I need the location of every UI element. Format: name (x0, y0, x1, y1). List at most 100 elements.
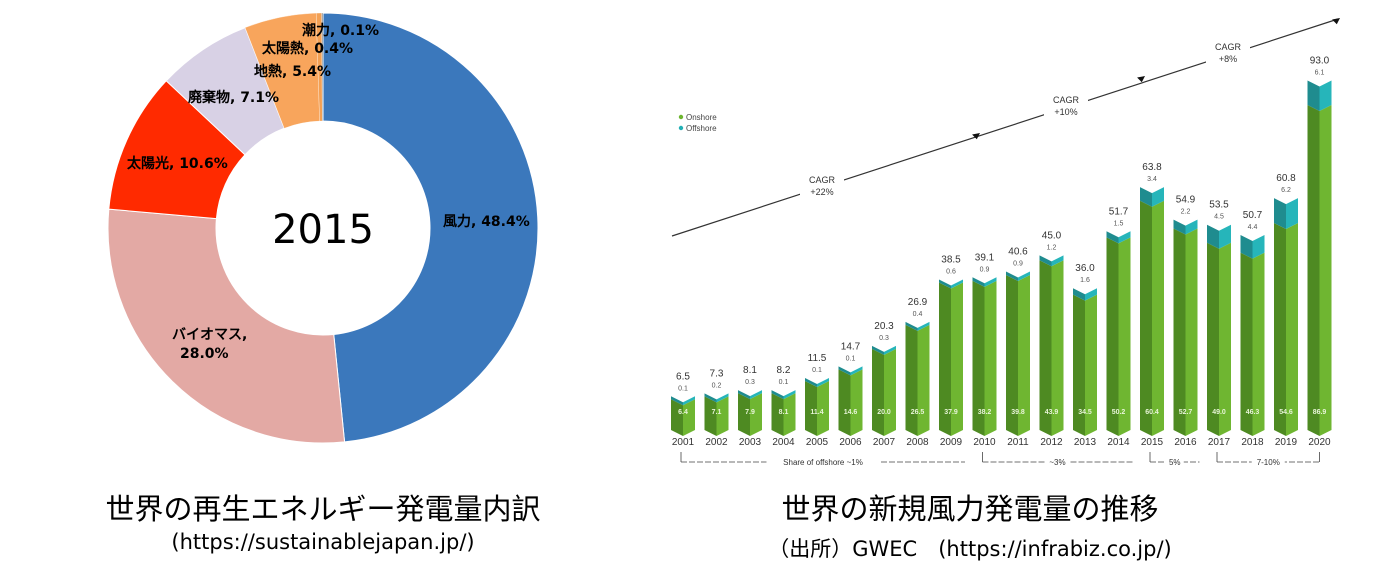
bar-onshore-right (750, 393, 762, 436)
bar-onshore-left (1140, 200, 1152, 436)
x-tick-label: 2007 (873, 437, 896, 448)
bar-2008 (905, 321, 930, 436)
bar-total-label: 54.9 (1176, 195, 1196, 206)
pie-source: (https://sustainablejapan.jp/) (171, 530, 475, 554)
x-tick-label: 2010 (973, 437, 996, 448)
bar-offshore-label: 0.1 (678, 385, 688, 392)
bar-2006 (838, 366, 863, 436)
share-label: 7-10% (1257, 458, 1280, 467)
x-tick-label: 2014 (1107, 437, 1130, 448)
pie-label-line2: 28.0% (180, 346, 229, 362)
bar-source: （出所）GWEC (https://infrabiz.co.jp/) (768, 537, 1172, 561)
bar-onshore-label: 46.3 (1246, 409, 1260, 416)
share-label-bg (1046, 456, 1069, 468)
bar-offshore-label: 6.2 (1281, 187, 1291, 194)
bar-offshore-right (884, 345, 896, 355)
x-tick-label: 2015 (1141, 437, 1164, 448)
share-label-bg (1251, 456, 1285, 468)
bar-onshore-label: 38.2 (978, 409, 992, 416)
bar-onshore-left (1006, 275, 1018, 436)
bar-offshore-right (1152, 187, 1164, 207)
bar-offshore-right (1051, 255, 1064, 267)
bar-offshore-left (704, 393, 717, 403)
cagr-label-bg (1206, 38, 1250, 68)
bar-caption: 世界の新規風力発電量の推移 (781, 492, 1159, 526)
bar-onshore-left (872, 348, 884, 436)
pie-slice-1 (107, 208, 346, 444)
bar-total-label: 45.0 (1042, 230, 1062, 241)
bar-onshore-right (1118, 237, 1131, 436)
x-tick-label: 2008 (906, 437, 929, 448)
cagr-label-bg (1044, 91, 1088, 121)
share-label-bg (1165, 456, 1184, 468)
bar-onshore-label: 37.9 (944, 409, 958, 416)
bar-offshore-left (972, 277, 985, 287)
bar-offshore-left (1240, 234, 1253, 259)
arrowhead-icon (972, 133, 980, 140)
bar-2016 (1173, 219, 1198, 436)
bar-offshore-right (683, 396, 695, 406)
bar-offshore-left (671, 396, 683, 406)
bar-offshore-left (1039, 255, 1052, 267)
bar-offshore-right (1085, 288, 1097, 301)
x-tick-label: 2020 (1308, 437, 1331, 448)
bar-onshore-label: 49.0 (1212, 409, 1226, 416)
bar-onshore-left (972, 280, 985, 436)
bar-offshore-label: 1.2 (1047, 244, 1057, 251)
pie-label: 風力, 48.4% (443, 213, 530, 230)
bar-2001 (671, 396, 695, 436)
bar-onshore-right (783, 393, 796, 436)
share-label: 5% (1169, 458, 1181, 467)
bar-total-label: 26.9 (908, 297, 928, 308)
bar-total-label: 53.5 (1209, 200, 1229, 211)
bar-offshore-right (1185, 219, 1198, 235)
bar-offshore-label: 0.2 (712, 382, 722, 389)
bar-onshore-left (905, 324, 918, 436)
bar-total-label: 40.6 (1008, 246, 1028, 257)
bar-offshore-right (716, 393, 729, 403)
bar-offshore-left (1140, 187, 1152, 207)
bar-2020 (1307, 80, 1332, 436)
bar-2004 (771, 390, 796, 436)
bar-total-label: 51.7 (1109, 206, 1129, 217)
bar-onshore-right (1219, 242, 1231, 436)
bar-onshore-label: 6.4 (678, 409, 688, 416)
bar-onshore-label: 7.9 (745, 409, 755, 416)
bar-2010 (972, 277, 997, 436)
bar-offshore-left (872, 345, 884, 355)
bar-2002 (704, 393, 729, 436)
bar-offshore-left (1106, 231, 1119, 244)
bar-onshore-label: 52.7 (1179, 409, 1193, 416)
bar-total-label: 50.7 (1243, 210, 1263, 221)
bar-onshore-right (884, 348, 896, 436)
bar-offshore-label: 6.1 (1315, 70, 1325, 77)
share-label: ~3% (1049, 458, 1065, 467)
pie-label: 潮力, 0.1% (302, 22, 379, 39)
bar-offshore-left (1173, 219, 1186, 235)
pie-label: 太陽光, 10.6% (127, 155, 228, 172)
bar-onshore-right (1018, 275, 1030, 436)
bar-offshore-left (1073, 288, 1085, 301)
bar-offshore-label: 3.4 (1147, 176, 1157, 183)
bar-total-label: 8.1 (743, 365, 757, 376)
bar-offshore-label: 0.3 (879, 335, 889, 342)
bar-offshore-right (1319, 80, 1332, 112)
bar-offshore-right (750, 390, 762, 400)
x-tick-label: 2012 (1040, 437, 1063, 448)
bar-total-label: 8.2 (777, 365, 791, 376)
bar-onshore-right (1252, 252, 1265, 436)
bar-offshore-left (1207, 224, 1219, 249)
legend-marker (678, 114, 684, 120)
bar-2018 (1240, 234, 1265, 436)
bar-offshore-label: 4.4 (1248, 224, 1258, 231)
bar-onshore-label: 50.2 (1112, 409, 1126, 416)
bar-offshore-right (1118, 231, 1131, 244)
x-tick-label: 2013 (1074, 437, 1097, 448)
bar-onshore-right (984, 280, 997, 436)
bar-2005 (805, 378, 829, 436)
bar-onshore-right (917, 324, 930, 436)
bar-onshore-left (1240, 252, 1253, 436)
bar-onshore-left (1106, 237, 1119, 436)
bar-onshore-label: 20.0 (877, 409, 891, 416)
bar-offshore-left (838, 366, 851, 376)
